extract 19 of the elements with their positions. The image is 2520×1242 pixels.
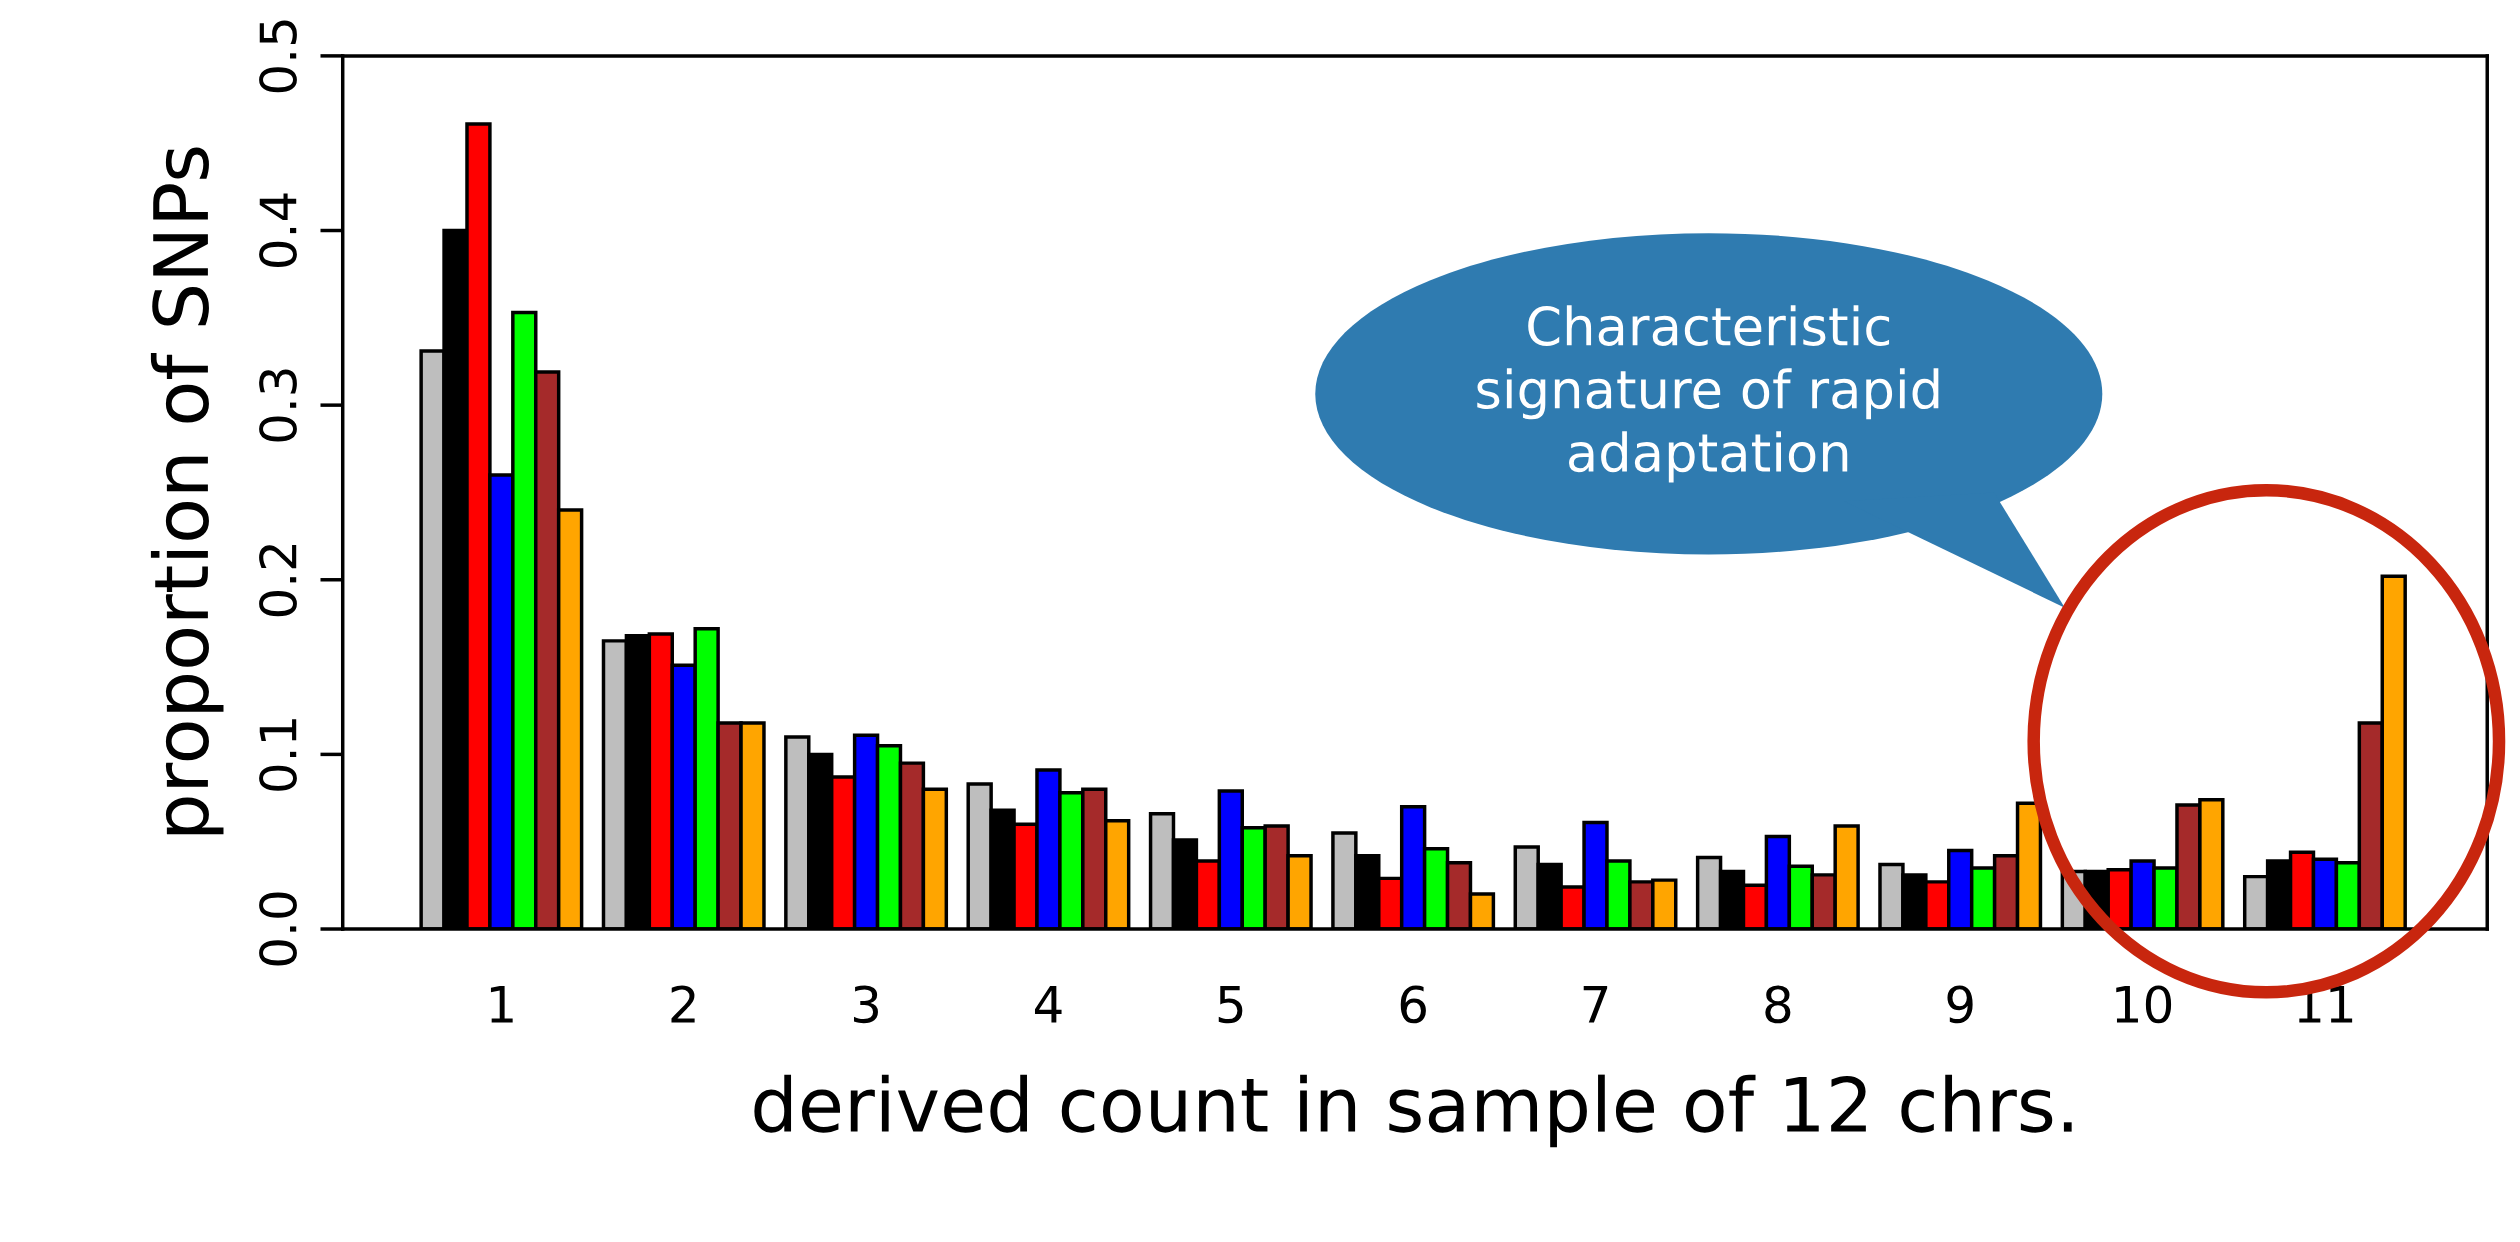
x-tick-label: 5 <box>1218 986 1243 1024</box>
x-tick-label: 7 <box>1583 986 1608 1023</box>
y-tick-label: 0.3 <box>259 369 297 442</box>
x-tick-label: 3 <box>853 985 878 1024</box>
annotation: Characteristic signature of rapid adaptation <box>1477 305 1939 483</box>
y-tick-label: 0.2 <box>259 545 297 617</box>
x-tick-label: 9 <box>1947 985 1973 1024</box>
y-tick-label: 0.1 <box>259 719 297 791</box>
x-axis-title: derived count in sample of 12 chrs. <box>754 1074 2072 1148</box>
x-tick-label: 2 <box>671 985 695 1023</box>
x-tick-label: 10 <box>2116 985 2172 1024</box>
x-tick-label: 6 <box>1400 985 1426 1024</box>
x-tick-label: 8 <box>1765 985 1791 1024</box>
x-tick-label: 4 <box>1034 986 1062 1023</box>
y-axis-title: proportion of SNPs <box>150 147 224 835</box>
y-tick-label: 0.4 <box>259 193 297 267</box>
y-tick-label: 0.0 <box>259 892 297 966</box>
x-tick-label: 1 <box>490 986 513 1023</box>
y-tick-label: 0.5 <box>259 20 297 93</box>
